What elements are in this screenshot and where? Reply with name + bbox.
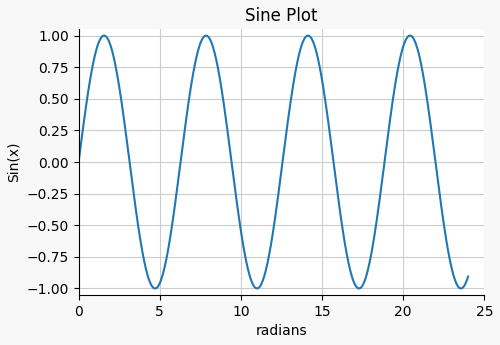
X-axis label: radians: radians	[256, 324, 308, 338]
Title: Sine Plot: Sine Plot	[245, 7, 318, 25]
Y-axis label: Sin(x): Sin(x)	[7, 142, 21, 182]
